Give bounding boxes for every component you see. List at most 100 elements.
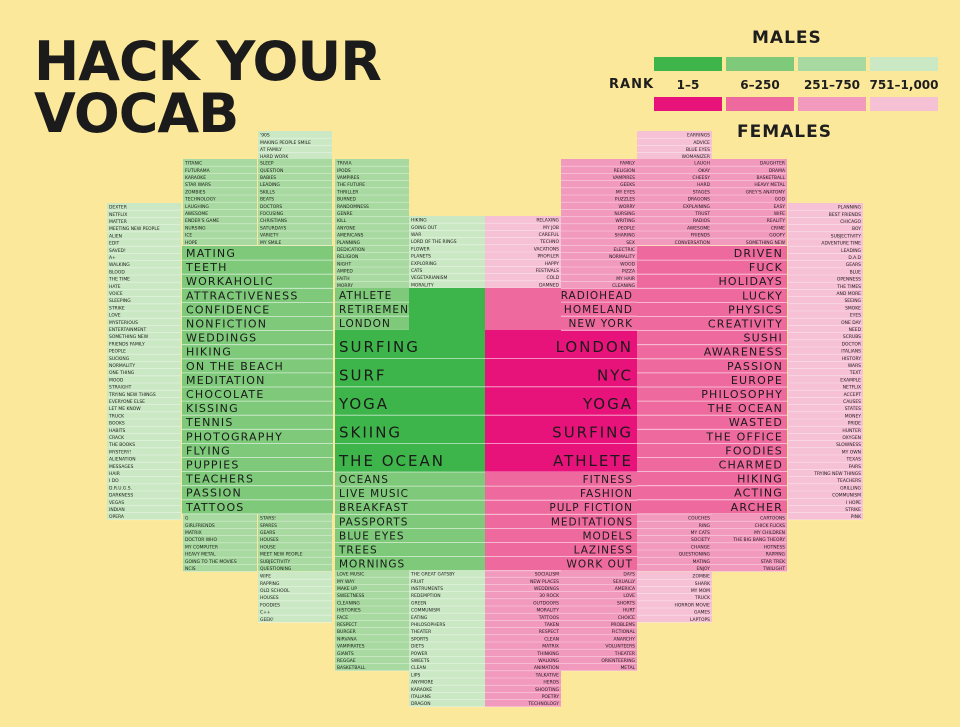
female-col-6-large-word: THE OFFICE bbox=[705, 430, 783, 443]
male-col-1-word: NORMALITY bbox=[109, 363, 135, 369]
male-col-3-top-word: LEADING bbox=[260, 182, 280, 188]
male-col-5-bottom-word: SWEETNESS bbox=[337, 593, 365, 599]
male-col-1-word: SAVED! bbox=[109, 248, 126, 254]
female-col-6-top-word: DRAMA bbox=[769, 168, 786, 174]
female-col-6-large-word: ACTING bbox=[734, 487, 783, 500]
male-col-7-top-word: PLANETS bbox=[411, 254, 431, 260]
female-col-7-word: BOY bbox=[852, 226, 861, 232]
male-col-3-top-word: BEATS bbox=[260, 197, 274, 203]
female-col-6-large-word: FUCK bbox=[749, 261, 783, 274]
female-col-3-large-b-word: WORK OUT bbox=[566, 559, 633, 571]
female-col-7-word: SUBJECTIVITY bbox=[831, 233, 861, 239]
male-col-4-word: PHOTOGRAPHY bbox=[186, 430, 283, 443]
male-col-2-top-word: TECHNOLOGY bbox=[184, 197, 216, 203]
female-col-7-word: HISTORY bbox=[842, 356, 862, 362]
female-col-3-large-a-word: RADIOHEAD bbox=[561, 290, 633, 302]
female-col-7-word: AND MORE bbox=[837, 291, 862, 297]
male-col-5-large-b-word: TREES bbox=[338, 544, 378, 556]
male-col-2-bottom-word: MATRIX bbox=[185, 530, 202, 536]
male-col-3-bottomlight-word: OLD SCHOOL bbox=[260, 588, 290, 594]
male-col-4-word: WEDDINGS bbox=[186, 332, 257, 345]
male-col-1-word: SUCKING bbox=[109, 356, 130, 362]
male-col-5-bottom-word: HISTORIES bbox=[337, 608, 361, 614]
female-col-4-top-word: ELECTRIC bbox=[614, 247, 635, 253]
female-col-2-bottom-word: 30 ROCK bbox=[539, 593, 560, 599]
male-col-1-word: PEOPLE bbox=[109, 349, 126, 355]
male-col-2-bottom-word: DOCTOR WHO bbox=[185, 537, 218, 543]
male-col-1-word: WALKING bbox=[109, 262, 130, 268]
male-col-5-top-word: BURNED bbox=[337, 197, 357, 203]
female-col-3-large-b-word: MODELS bbox=[582, 530, 633, 542]
female-col-7-word: OPENNESS bbox=[837, 277, 861, 283]
male-col-7-bottom-word: THE GREAT GATSBY bbox=[410, 572, 455, 578]
female-col-5-top-word: EXPLAINING bbox=[683, 204, 710, 210]
male-col-1-word: HABITS bbox=[109, 428, 125, 434]
female-col-7-word: BEST FRIENDS bbox=[829, 212, 861, 218]
male-col-3-top-word: SLEEP bbox=[260, 161, 274, 167]
female-col-4-bottom-word: SEXUALLY bbox=[613, 579, 635, 585]
female-col-6-large-band bbox=[637, 246, 787, 514]
male-col-4-word: KISSING bbox=[186, 402, 239, 415]
male-col-7-bottom-word: PHILOSOPHERS bbox=[411, 622, 445, 628]
male-col-5-bottom-word: NIRVANA bbox=[337, 636, 358, 642]
male-col-3-top-word: CHRISTIANS bbox=[260, 218, 287, 224]
male-col-2-top-word: ZOMBIES bbox=[185, 189, 206, 195]
legend-range-4: 751–1,000 bbox=[869, 78, 939, 92]
female-col-5-top-word: HARD bbox=[697, 182, 710, 188]
male-col-5-large-b-band bbox=[335, 472, 485, 571]
female-col-4-top-word: SEX bbox=[626, 240, 635, 246]
female-col-4-bottom-word: DAYS bbox=[623, 572, 635, 578]
female-col-2-top-word: CAREFUL bbox=[539, 232, 560, 238]
male-col-4-word: TATTOOS bbox=[185, 501, 244, 514]
female-col-6-top-word: GOD bbox=[775, 197, 786, 203]
male-col-4-word: NONFICTION bbox=[186, 317, 267, 330]
male-col-5-bottom-word: MAKE UP bbox=[337, 586, 357, 592]
male-top5-word: THE OCEAN bbox=[338, 452, 445, 470]
female-col-7-word: GEARS bbox=[846, 262, 861, 268]
female-col-4-top-word: VAMPIRES bbox=[613, 175, 636, 181]
male-col-7-bottom-word: FRUIT bbox=[411, 579, 424, 585]
male-col-1-word: THE BOOKS bbox=[108, 442, 135, 448]
female-col-5-toplight-word: BLUE EYES bbox=[686, 147, 710, 153]
male-col-2-top-word: NURSING bbox=[185, 225, 206, 231]
male-col-1-word: SOMETHING NEW bbox=[109, 334, 149, 340]
female-col-5-top-word: TRUST bbox=[694, 211, 710, 217]
male-col-5-bottom-word: GIANTS bbox=[337, 651, 354, 657]
female-col-6-bottom-word: THE BIG BANG THEORY bbox=[732, 537, 785, 543]
male-col-7-bottom-word: EATING bbox=[411, 615, 428, 621]
female-col-4-top-word: FAMILY bbox=[620, 161, 635, 167]
male-col-3-bottom-word: SUBJECTIVITY bbox=[260, 559, 290, 565]
legend-swatch-female-2 bbox=[726, 97, 794, 111]
male-col-5-large-b-word: BLUE EYES bbox=[339, 530, 405, 542]
legend-swatch-female-3 bbox=[798, 97, 866, 111]
male-col-4-word: PASSION bbox=[186, 487, 242, 500]
female-col-4-top-word: NORMALITY bbox=[609, 254, 635, 260]
female-col-6-large-word: LUCKY bbox=[742, 289, 783, 302]
male-col-5-bottom-word: VAMPIRATES bbox=[337, 644, 365, 650]
male-col-5-top-word: AMPED bbox=[337, 269, 353, 275]
female-col-6-large-word: EUROPE bbox=[731, 374, 783, 387]
male-col-7-bottom-word: SWEETS bbox=[411, 658, 430, 664]
male-col-1-word: OPERA bbox=[109, 514, 125, 520]
male-col-1-word: EDIT bbox=[109, 241, 120, 247]
female-col-7-word: NEED bbox=[849, 327, 862, 333]
female-col-7-word: D.A.D bbox=[848, 255, 861, 261]
male-top5-word: SURF bbox=[339, 367, 387, 385]
female-col-7-word: MY OWN bbox=[842, 449, 861, 455]
male-col-2-top-word: KARAOKE bbox=[185, 175, 206, 181]
male-col-1-word: ENTERTAINMENT bbox=[109, 327, 146, 333]
male-top5-band bbox=[335, 330, 485, 472]
male-col-5-top-word: RANDOMNESS bbox=[337, 204, 369, 210]
male-col-1-word: BLOOD bbox=[109, 269, 125, 275]
male-col-5-bottom-word: BURGER bbox=[337, 629, 356, 635]
female-col-4-bottom-word: CHOICE bbox=[618, 615, 635, 621]
male-col-4-word: HIKING bbox=[186, 346, 232, 359]
female-col-3-large-b-word: PULP FICTION bbox=[549, 502, 633, 514]
female-col-2-bottom-word: OUTDOORS bbox=[533, 600, 559, 606]
male-col-3-top-word: QUESTION bbox=[260, 168, 283, 174]
male-col-3-top-word: MY SMILE bbox=[260, 240, 281, 246]
male-col-2-top-word: STAR WARS bbox=[185, 182, 211, 188]
female-col-5-top-word: FRIENDS bbox=[691, 233, 711, 239]
female-col-2-bottom-word: TAKEN bbox=[544, 622, 560, 628]
male-col-4-word: TEACHERS bbox=[185, 473, 254, 486]
